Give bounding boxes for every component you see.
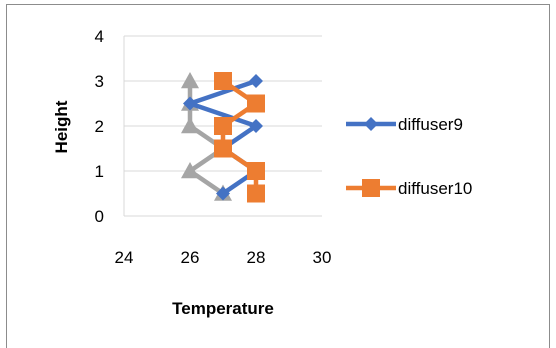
x-axis-title: Temperature bbox=[172, 299, 274, 318]
data-point bbox=[247, 94, 265, 113]
x-tick-label: 28 bbox=[247, 248, 266, 267]
y-axis-title: Height bbox=[52, 100, 71, 153]
data-point bbox=[214, 117, 232, 135]
data-point bbox=[214, 139, 232, 158]
legend-label: diffuser9 bbox=[398, 115, 463, 134]
x-tick-label: 26 bbox=[181, 248, 200, 267]
chart-frame bbox=[6, 4, 550, 348]
data-point bbox=[249, 74, 263, 88]
data-point bbox=[216, 186, 230, 201]
y-tick-label: 2 bbox=[95, 117, 104, 136]
data-point bbox=[181, 117, 199, 134]
x-tick-label: 30 bbox=[313, 248, 332, 267]
axes bbox=[123, 36, 322, 217]
data-point bbox=[249, 119, 263, 133]
legend-entry: diffuser9 bbox=[346, 115, 463, 134]
data-point bbox=[181, 162, 199, 179]
legend: diffuser9 diffuser10 bbox=[346, 115, 472, 198]
data-point bbox=[183, 96, 197, 111]
y-tick-label: 1 bbox=[95, 162, 104, 181]
legend-marker bbox=[362, 179, 380, 197]
y-tick-label: 4 bbox=[95, 27, 104, 46]
legend-entry: diffuser10 bbox=[346, 179, 472, 198]
data-point bbox=[214, 72, 232, 90]
legend-marker bbox=[364, 117, 378, 131]
data-point bbox=[247, 184, 265, 203]
legend-label: diffuser10 bbox=[398, 179, 472, 198]
y-tick-label: 0 bbox=[95, 207, 104, 226]
data-point bbox=[181, 72, 199, 89]
series-diffuser10 bbox=[214, 72, 265, 203]
tick-labels: 0 1 2 3 4 24 26 28 30 bbox=[95, 27, 332, 267]
data-point bbox=[247, 162, 265, 180]
x-tick-label: 24 bbox=[115, 248, 134, 267]
series-layer bbox=[181, 72, 265, 203]
y-tick-label: 3 bbox=[95, 72, 104, 91]
